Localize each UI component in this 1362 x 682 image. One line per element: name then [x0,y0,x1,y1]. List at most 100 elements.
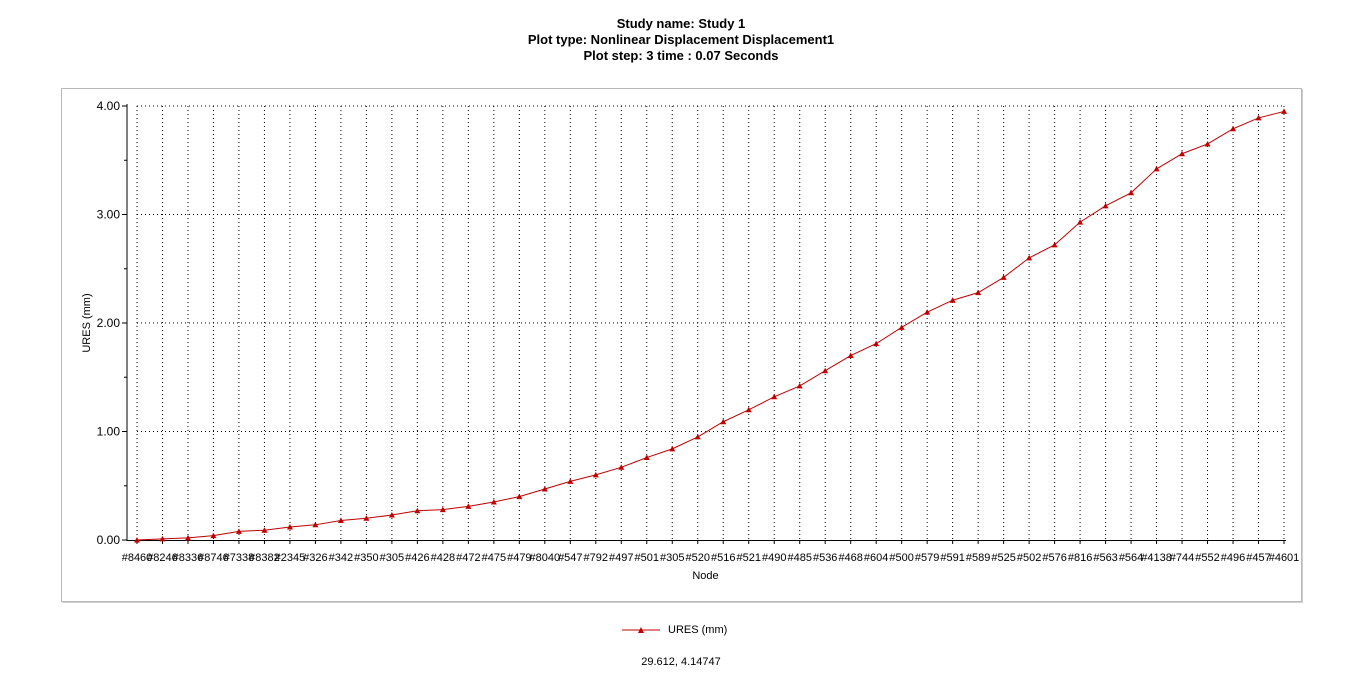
x-tick-label: #475 [482,552,506,564]
legend: URES (mm) [620,622,727,638]
data-point-marker [720,418,727,425]
x-tick-label: #4138 [1141,552,1172,564]
x-tick-label: #426 [405,552,429,564]
data-point-marker [949,297,956,303]
y-axis-label: URES (mm) [81,293,93,352]
data-point-marker [618,464,625,470]
chart-subtitle-plot-type: Plot type: Nonlinear Displacement Displa… [527,32,835,47]
x-tick-label: #8246 [147,552,178,564]
data-point-marker [771,393,778,400]
x-tick-label: #457 [1246,552,1270,564]
x-axis-label: Node [692,570,718,582]
data-point-marker [465,503,472,509]
data-point-marker [1153,165,1160,172]
y-tick-label: 1.00 [97,425,121,439]
chart-title: Study name: Study 1 [616,16,746,31]
x-tick-label: #428 [431,552,455,564]
x-tick-label: #8336 [173,552,204,564]
x-tick-label: #563 [1093,552,1117,564]
data-point-marker [363,515,370,521]
chart-title-block: Study name: Study 1 Plot type: Nonlinear… [0,16,1362,64]
data-point-marker [439,506,446,513]
data-point-marker [643,454,650,461]
data-point-marker [592,471,599,478]
plot-frame [61,88,1302,602]
data-point-marker [745,406,752,413]
data-point-marker [1230,125,1237,132]
x-tick-label: #792 [584,552,608,564]
x-tick-label: #552 [1195,552,1219,564]
x-tick-label: #520 [686,552,710,564]
x-tick-label: #591 [940,552,964,564]
data-point-marker [286,523,293,530]
x-tick-label: #472 [456,552,480,564]
x-tick-label: #8040 [530,552,561,564]
y-tick-label: 4.00 [97,99,121,113]
data-point-marker [1051,241,1058,248]
x-tick-label: #516 [711,552,735,564]
x-tick-label: #468 [838,552,862,564]
data-point-marker [1281,108,1287,114]
x-tick-label: #490 [762,552,786,564]
data-point-marker [159,535,166,542]
x-tick-label: #8746 [198,552,229,564]
x-tick-label: #8382 [249,552,280,564]
data-point-marker [898,324,905,330]
data-point-marker [1179,150,1186,157]
data-point-marker [847,352,854,359]
x-tick-label: #2345 [275,552,306,564]
data-point-marker [312,521,319,528]
x-tick-label: #7338 [224,552,255,564]
cursor-coordinate-readout: 29.612, 4.14747 [641,656,721,668]
y-tick-label: 0.00 [97,533,121,547]
x-tick-label: #500 [889,552,913,564]
y-tick-label: 3.00 [97,208,121,222]
data-point-marker [669,445,676,452]
x-tick-label: #589 [966,552,990,564]
x-tick-label: #501 [635,552,659,564]
x-tick-label: #305 [660,552,684,564]
data-point-marker [694,433,701,440]
x-tick-label: #521 [736,552,760,564]
x-tick-label: #502 [1017,552,1041,564]
data-point-marker [1026,254,1033,261]
x-tick-label: #816 [1068,552,1092,564]
data-point-marker [975,289,982,296]
legend-series-label: URES (mm) [668,624,728,636]
x-tick-label: #536 [813,552,837,564]
data-point-marker [1077,219,1084,225]
data-point-marker [1102,202,1109,209]
x-tick-label: #8460 [122,552,153,564]
data-point-marker [490,499,497,505]
y-tick-label: 2.00 [97,316,121,330]
data-point-marker [261,527,268,533]
x-tick-label: #350 [354,552,378,564]
data-point-marker [388,512,395,518]
chart-subtitle-plot-step: Plot step: 3 time : 0.07 Seconds [583,48,779,63]
x-tick-label: #547 [558,552,582,564]
x-tick-label: #564 [1119,552,1143,564]
data-point-marker [414,507,421,514]
data-point-marker [134,537,140,543]
x-tick-label: #4601 [1269,552,1300,564]
data-point-marker [337,517,344,523]
x-tick-label: #576 [1042,552,1066,564]
data-point-marker [1000,274,1007,280]
x-tick-label: #744 [1170,552,1194,564]
x-tick-label: #525 [991,552,1015,564]
data-point-marker [822,367,829,374]
data-point-marker [184,534,191,541]
x-tick-label: #604 [864,552,888,564]
data-point-marker [873,340,880,347]
data-point-marker [1128,189,1135,196]
x-tick-label: #479 [507,552,531,564]
x-tick-label: #305 [380,552,404,564]
data-point-marker [210,532,217,539]
legend-series-marker [622,627,660,633]
x-tick-label: #496 [1221,552,1245,564]
data-point-marker [796,382,803,389]
x-tick-label: #342 [329,552,353,564]
data-point-marker [924,309,931,315]
data-point-marker [516,493,523,500]
x-tick-label: #497 [609,552,633,564]
